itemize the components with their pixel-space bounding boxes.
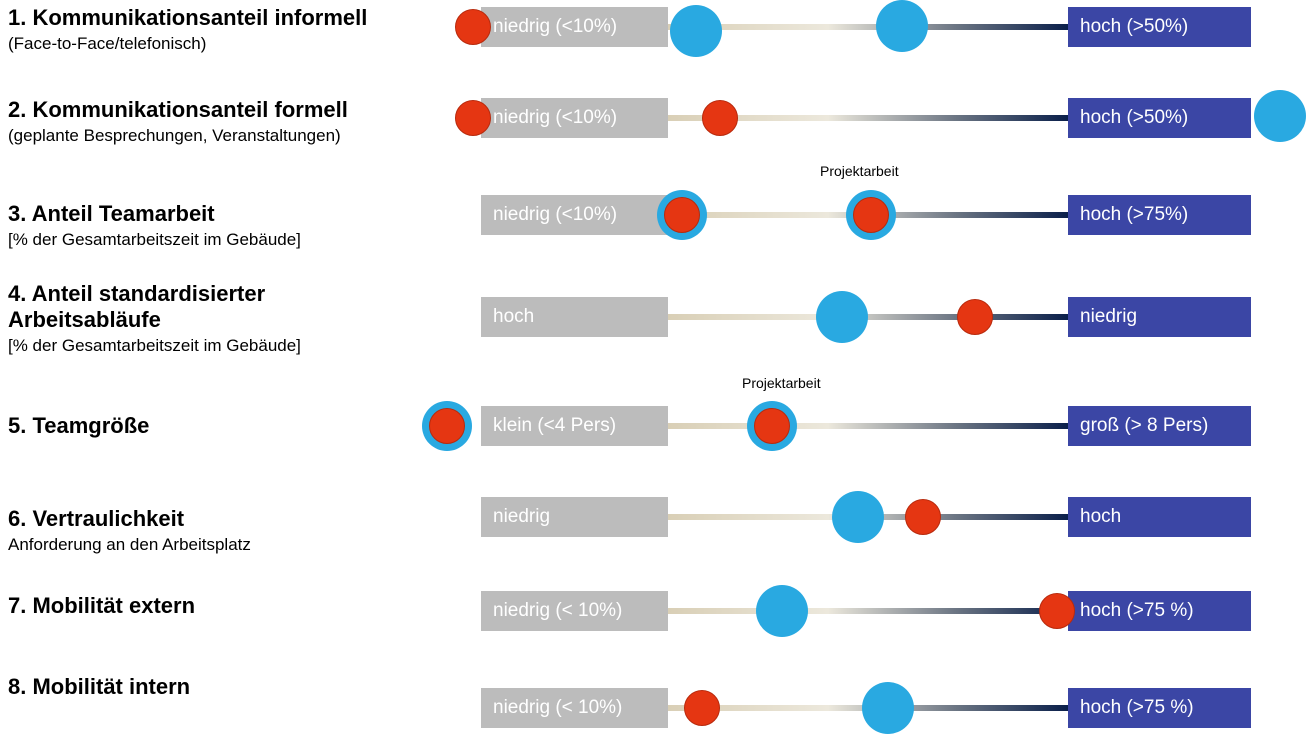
scale-row-6: 6. Vertraulichkeit Anforderung an den Ar… <box>0 475 1311 565</box>
row-label-2: 2. Kommunikationsanteil formell (geplant… <box>8 98 348 147</box>
row-label-4: 4. Anteil standardisierter Arbeitsabläuf… <box>8 282 301 357</box>
row-subtitle-4: [% der Gesamtarbeitszeit im Gebäude] <box>8 336 301 355</box>
blue-marker-4 <box>816 291 868 343</box>
row-title-7: 7. Mobilität extern <box>8 593 196 618</box>
high-label-3: hoch (>75%) <box>1068 195 1251 235</box>
scale-row-3: 3. Anteil Teamarbeit [% der Gesamtarbeit… <box>0 163 1311 270</box>
high-label-1: hoch (>50%) <box>1068 7 1251 47</box>
scale-bar-5 <box>668 423 1068 429</box>
row-label-8: 8. Mobilität intern <box>8 675 190 699</box>
low-label-3: niedrig (<10%) <box>481 195 668 235</box>
blue-marker-2 <box>1254 90 1306 142</box>
row-subtitle-6: Anforderung an den Arbeitsplatz <box>8 535 251 554</box>
high-label-8: hoch (>75 %) <box>1068 688 1251 728</box>
low-label-6: niedrig <box>481 497 668 537</box>
low-label-1: niedrig (<10%) <box>481 7 668 47</box>
scale-row-1: 1. Kommunikationsanteil informell (Face-… <box>0 0 1311 90</box>
combined-marker-3a <box>657 190 707 240</box>
combined-marker-5b <box>747 401 797 451</box>
row-subtitle-1: (Face-to-Face/telefonisch) <box>8 34 207 53</box>
row-label-6: 6. Vertraulichkeit Anforderung an den Ar… <box>8 507 251 556</box>
scale-bar-4 <box>668 314 1068 320</box>
low-label-4: hoch <box>481 297 668 337</box>
combined-marker-5a <box>422 401 472 451</box>
row-label-3: 3. Anteil Teamarbeit [% der Gesamtarbeit… <box>8 202 301 251</box>
high-label-5: groß (> 8 Pers) <box>1068 406 1251 446</box>
note-projektarbeit-5: Projektarbeit <box>742 375 821 391</box>
high-label-7: hoch (>75 %) <box>1068 591 1251 631</box>
row-label-7: 7. Mobilität extern <box>8 594 195 618</box>
blue-marker-8 <box>862 682 914 734</box>
scale-row-8: 8. Mobilität intern niedrig (< 10%) hoch… <box>0 650 1311 740</box>
low-label-5: klein (<4 Pers) <box>481 406 668 446</box>
scale-bar-2 <box>668 115 1068 121</box>
row-title-5: 5. Teamgröße <box>8 413 150 438</box>
red-marker-4 <box>957 299 993 335</box>
row-title-8: 8. Mobilität intern <box>8 674 191 699</box>
row-title-6: 6. Vertraulichkeit <box>8 506 185 531</box>
row-subtitle-2: (geplante Besprechungen, Veranstaltungen… <box>8 126 341 145</box>
red-marker-1 <box>455 9 491 45</box>
red-marker-2a <box>455 100 491 136</box>
blue-marker-7 <box>756 585 808 637</box>
blue-marker-1a <box>670 5 722 57</box>
scale-row-7: 7. Mobilität extern niedrig (< 10%) hoch… <box>0 570 1311 660</box>
scale-row-4: 4. Anteil standardisierter Arbeitsabläuf… <box>0 270 1311 360</box>
scale-row-2: 2. Kommunikationsanteil formell (geplant… <box>0 90 1311 180</box>
combined-marker-3b <box>846 190 896 240</box>
low-label-8: niedrig (< 10%) <box>481 688 668 728</box>
low-label-7: niedrig (< 10%) <box>481 591 668 631</box>
row-subtitle-3: [% der Gesamtarbeitszeit im Gebäude] <box>8 230 301 249</box>
low-label-2: niedrig (<10%) <box>481 98 668 138</box>
row-title-4-line2: Arbeitsabläufe <box>8 307 161 332</box>
scale-bar-1 <box>668 24 1068 30</box>
row-label-5: 5. Teamgröße <box>8 414 149 438</box>
blue-marker-6 <box>832 491 884 543</box>
row-title-3: 3. Anteil Teamarbeit <box>8 201 215 226</box>
red-marker-8 <box>684 690 720 726</box>
high-label-4: niedrig <box>1068 297 1251 337</box>
note-projektarbeit-3: Projektarbeit <box>820 163 899 179</box>
row-title-1: 1. Kommunikationsanteil informell <box>8 5 368 30</box>
red-marker-7 <box>1039 593 1075 629</box>
blue-marker-1b <box>876 0 928 52</box>
red-marker-2b <box>702 100 738 136</box>
high-label-6: hoch <box>1068 497 1251 537</box>
red-marker-6 <box>905 499 941 535</box>
row-title-2: 2. Kommunikationsanteil formell <box>8 97 348 122</box>
scale-bar-7 <box>668 608 1068 614</box>
high-label-2: hoch (>50%) <box>1068 98 1251 138</box>
scale-row-5: 5. Teamgröße Projektarbeit klein (<4 Per… <box>0 370 1311 460</box>
row-label-1: 1. Kommunikationsanteil informell (Face-… <box>8 6 367 55</box>
row-title-4: 4. Anteil standardisierter <box>8 281 266 306</box>
